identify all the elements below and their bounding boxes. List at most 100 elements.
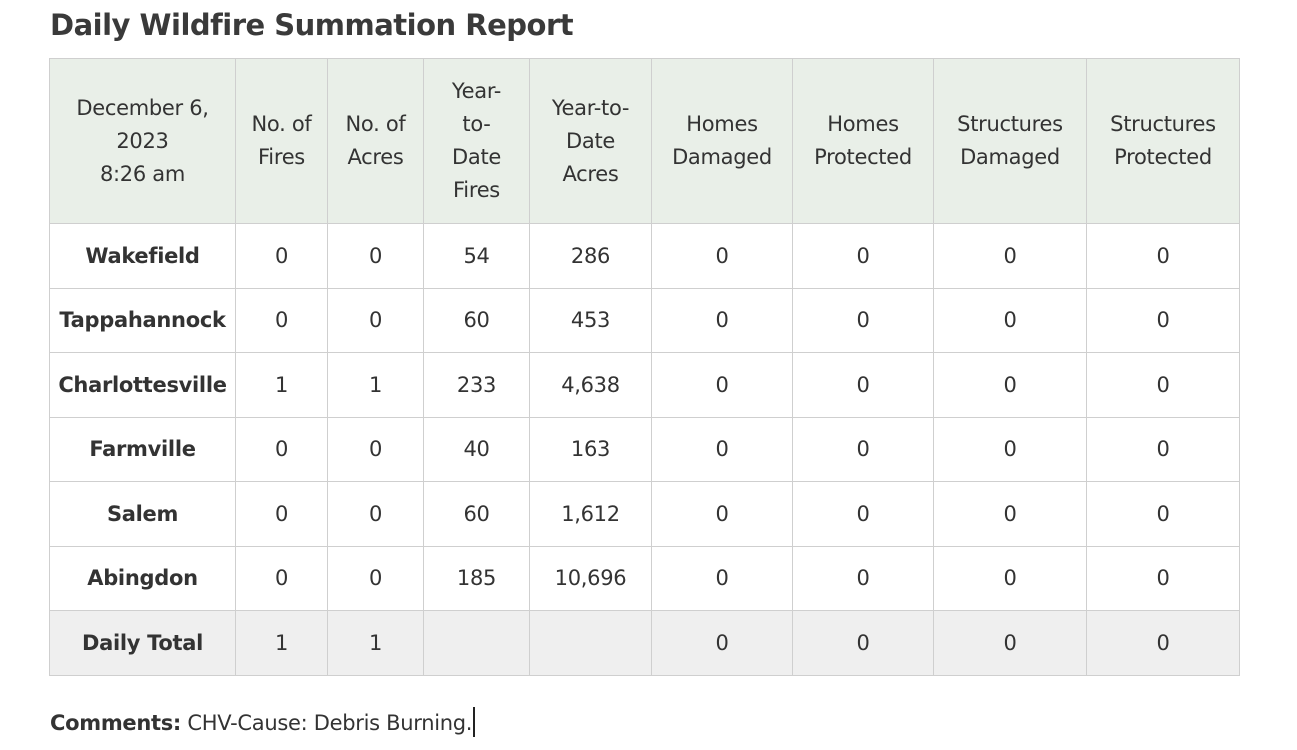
header-homes-protected: Homes Protected bbox=[792, 58, 934, 224]
header-line: Date bbox=[566, 128, 615, 153]
cell-ytd-acres: 1,612 bbox=[529, 481, 652, 547]
table-header-row: December 6, 2023 8:26 am No. of Fires No… bbox=[49, 58, 1240, 224]
total-ytd-acres bbox=[529, 610, 652, 676]
cell-no-of-fires: 1 bbox=[235, 352, 328, 418]
header-date-line: December 6, bbox=[76, 95, 209, 120]
cell-ytd-fires: 233 bbox=[423, 352, 530, 418]
cell-no-of-acres: 0 bbox=[327, 223, 424, 289]
header-line: Year-to- bbox=[551, 95, 630, 120]
table-row: Abingdon 0 0 185 10,696 0 0 0 0 bbox=[49, 545, 1240, 611]
cell-no-of-acres: 0 bbox=[327, 287, 424, 353]
cell-no-of-acres: 0 bbox=[327, 481, 424, 547]
cell-ytd-acres: 163 bbox=[529, 416, 652, 482]
cell-ytd-fires: 54 bbox=[423, 223, 530, 289]
header-no-of-acres: No. of Acres bbox=[327, 58, 424, 224]
cell-homes-damaged: 0 bbox=[651, 545, 793, 611]
cell-homes-protected: 0 bbox=[792, 352, 934, 418]
header-line: Homes bbox=[827, 112, 899, 136]
cell-homes-protected: 0 bbox=[792, 416, 934, 482]
header-report-datetime: December 6, 2023 8:26 am bbox=[49, 58, 236, 224]
daily-total-label: Daily Total bbox=[49, 610, 236, 676]
station-name: Abingdon bbox=[49, 545, 236, 611]
cell-structures-damaged: 0 bbox=[933, 287, 1087, 353]
header-line: Year- bbox=[451, 79, 502, 103]
header-line: Structures bbox=[1110, 112, 1216, 136]
cell-structures-damaged: 0 bbox=[933, 223, 1087, 289]
total-structures-damaged: 0 bbox=[933, 610, 1087, 676]
cell-homes-protected: 0 bbox=[792, 481, 934, 547]
cell-structures-damaged: 0 bbox=[933, 416, 1087, 482]
report-title: Daily Wildfire Summation Report bbox=[50, 8, 574, 42]
cell-no-of-fires: 0 bbox=[235, 481, 328, 547]
comments-line[interactable]: Comments: CHV-Cause: Debris Burning. bbox=[50, 706, 476, 740]
cell-no-of-fires: 0 bbox=[235, 545, 328, 611]
cell-no-of-fires: 0 bbox=[235, 287, 328, 353]
header-line: Protected bbox=[1114, 145, 1212, 169]
table-row: Salem 0 0 60 1,612 0 0 0 0 bbox=[49, 481, 1240, 547]
header-line: to- bbox=[462, 112, 491, 136]
station-name: Tappahannock bbox=[49, 287, 236, 353]
cell-homes-protected: 0 bbox=[792, 545, 934, 611]
header-year-line: 2023 bbox=[116, 128, 169, 153]
cell-ytd-acres: 286 bbox=[529, 223, 652, 289]
header-structures-protected: Structures Protected bbox=[1086, 58, 1240, 224]
header-line: Structures bbox=[957, 112, 1063, 136]
station-name: Wakefield bbox=[49, 223, 236, 289]
cell-homes-damaged: 0 bbox=[651, 287, 793, 353]
cell-ytd-acres: 10,696 bbox=[529, 545, 652, 611]
header-line: No. of bbox=[251, 112, 312, 136]
table-row: Farmville 0 0 40 163 0 0 0 0 bbox=[49, 416, 1240, 482]
station-name: Farmville bbox=[49, 416, 236, 482]
header-line: Date bbox=[452, 145, 501, 169]
cell-structures-damaged: 0 bbox=[933, 352, 1087, 418]
header-ytd-fires: Year- to- Date Fires bbox=[423, 58, 530, 224]
cell-homes-damaged: 0 bbox=[651, 223, 793, 289]
comments-text[interactable]: CHV-Cause: Debris Burning. bbox=[181, 711, 473, 735]
cell-homes-damaged: 0 bbox=[651, 352, 793, 418]
cell-structures-damaged: 0 bbox=[933, 545, 1087, 611]
cell-ytd-fires: 185 bbox=[423, 545, 530, 611]
total-homes-protected: 0 bbox=[792, 610, 934, 676]
header-line: No. of bbox=[345, 112, 406, 136]
cell-ytd-acres: 4,638 bbox=[529, 352, 652, 418]
daily-total-row: Daily Total 1 1 0 0 0 0 bbox=[49, 610, 1240, 676]
cell-homes-protected: 0 bbox=[792, 223, 934, 289]
cell-structures-protected: 0 bbox=[1086, 287, 1240, 353]
header-line: Acres bbox=[562, 161, 619, 186]
header-structures-damaged: Structures Damaged bbox=[933, 58, 1087, 224]
table-row: Tappahannock 0 0 60 453 0 0 0 0 bbox=[49, 287, 1240, 353]
total-no-of-fires: 1 bbox=[235, 610, 328, 676]
table-row: Wakefield 0 0 54 286 0 0 0 0 bbox=[49, 223, 1240, 289]
cell-ytd-acres: 453 bbox=[529, 287, 652, 353]
cell-no-of-acres: 1 bbox=[327, 352, 424, 418]
cell-no-of-fires: 0 bbox=[235, 416, 328, 482]
text-cursor bbox=[473, 707, 476, 737]
cell-homes-protected: 0 bbox=[792, 287, 934, 353]
total-ytd-fires bbox=[423, 610, 530, 676]
station-name: Salem bbox=[49, 481, 236, 547]
cell-no-of-acres: 0 bbox=[327, 416, 424, 482]
cell-structures-protected: 0 bbox=[1086, 481, 1240, 547]
table-row: Charlottesville 1 1 233 4,638 0 0 0 0 bbox=[49, 352, 1240, 418]
cell-ytd-fires: 60 bbox=[423, 287, 530, 353]
header-line: Fires bbox=[453, 178, 500, 202]
total-homes-damaged: 0 bbox=[651, 610, 793, 676]
cell-structures-protected: 0 bbox=[1086, 352, 1240, 418]
cell-structures-protected: 0 bbox=[1086, 416, 1240, 482]
header-line: Homes bbox=[686, 112, 758, 136]
station-name: Charlottesville bbox=[49, 352, 236, 418]
cell-structures-protected: 0 bbox=[1086, 223, 1240, 289]
cell-structures-protected: 0 bbox=[1086, 545, 1240, 611]
cell-no-of-fires: 0 bbox=[235, 223, 328, 289]
wildfire-summary-table: December 6, 2023 8:26 am No. of Fires No… bbox=[49, 58, 1240, 676]
cell-ytd-fires: 60 bbox=[423, 481, 530, 547]
header-line: Acres bbox=[347, 145, 404, 169]
header-line: Damaged bbox=[960, 145, 1060, 169]
cell-homes-damaged: 0 bbox=[651, 416, 793, 482]
header-homes-damaged: Homes Damaged bbox=[651, 58, 793, 224]
cell-no-of-acres: 0 bbox=[327, 545, 424, 611]
total-structures-protected: 0 bbox=[1086, 610, 1240, 676]
total-no-of-acres: 1 bbox=[327, 610, 424, 676]
cell-homes-damaged: 0 bbox=[651, 481, 793, 547]
header-line: Fires bbox=[258, 145, 305, 169]
